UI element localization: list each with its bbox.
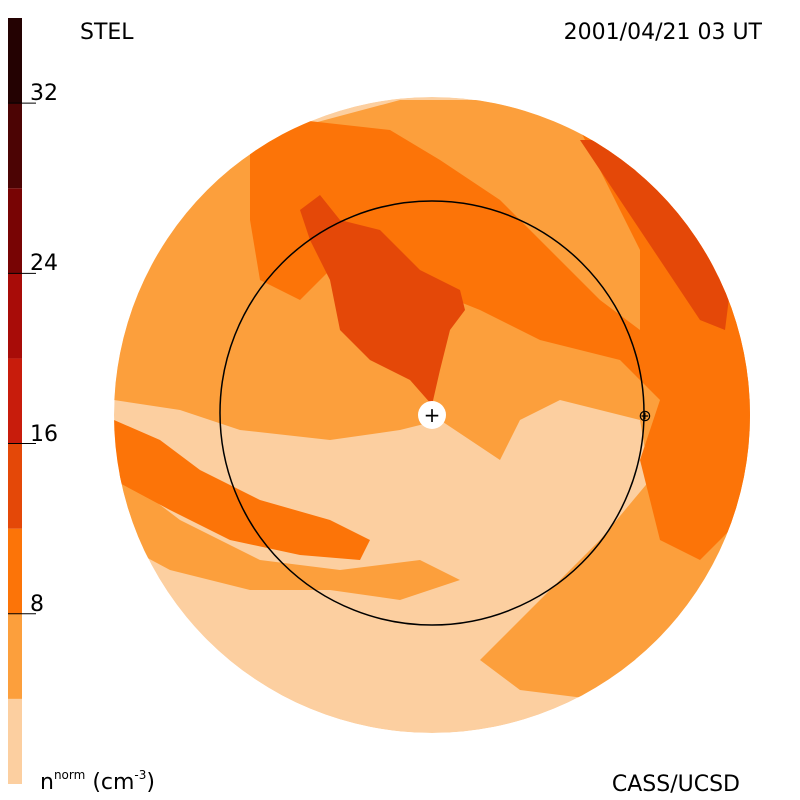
colorbar-segment <box>8 443 22 529</box>
colorbar <box>8 18 36 784</box>
observatory-label: STEL <box>80 20 134 45</box>
colorbar-segment <box>8 528 22 614</box>
colorbar-tick-label: 24 <box>30 251 58 277</box>
colorbar-segment <box>8 273 22 359</box>
density-contour-level-8b <box>114 420 370 560</box>
units-label: nnorm (cm-3) <box>40 768 155 795</box>
sun-marker <box>418 401 446 429</box>
colorbar-segment <box>8 613 22 699</box>
colorbar-segment <box>8 358 22 444</box>
units-close: ) <box>146 770 155 795</box>
density-contour-level-12 <box>300 195 465 405</box>
units-exp: -3 <box>134 768 147 782</box>
colorbar-tick-label: 16 <box>30 421 58 447</box>
credit-label: CASS/UCSD <box>611 772 740 797</box>
colorbar-segment <box>8 188 22 274</box>
earth-orbit <box>219 200 645 626</box>
colorbar-segment <box>8 103 22 189</box>
units-rest: (cm <box>92 770 135 795</box>
units-base: n <box>40 770 54 795</box>
density-contour-level-4b <box>114 470 460 600</box>
date-time-label: 2001/04/21 03 UT <box>563 20 762 45</box>
colorbar-tick-label: 32 <box>30 81 58 107</box>
colorbar-segment <box>8 18 22 104</box>
sun-symbol: + <box>424 403 441 427</box>
colorbar-tick-label: 8 <box>30 591 44 617</box>
colorbar-segment <box>8 698 22 784</box>
units-sup: norm <box>53 768 86 782</box>
density-contour-level-12b <box>580 140 730 330</box>
earth-symbol: ⊕ <box>638 406 651 425</box>
